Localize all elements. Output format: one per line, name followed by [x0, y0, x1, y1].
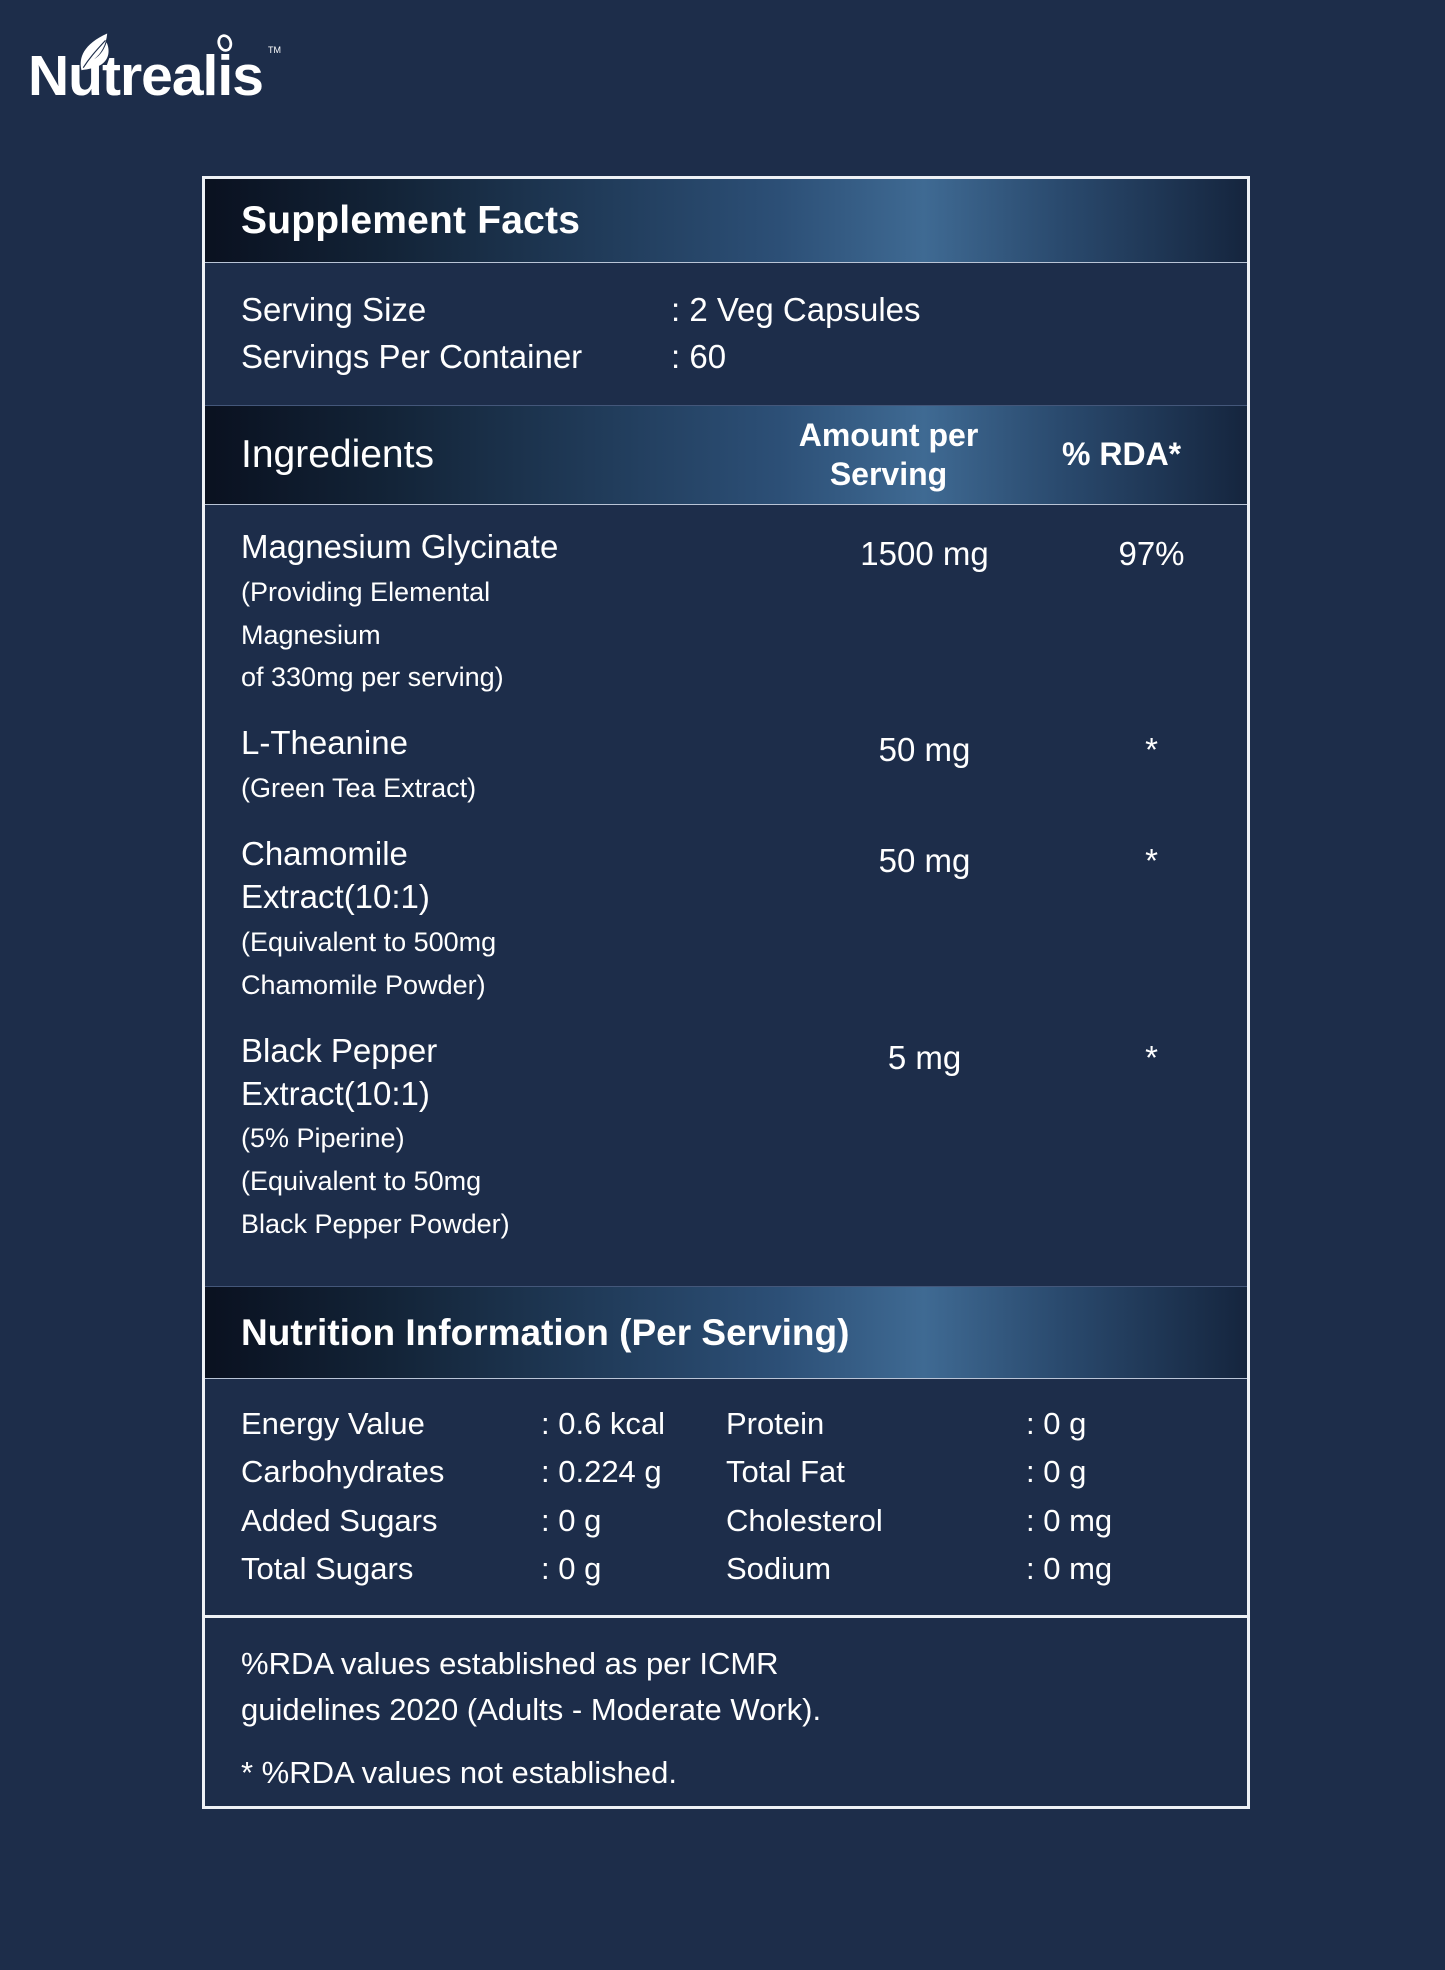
svg-text:Nutrealis: Nutrealis — [28, 44, 263, 108]
svg-text:TM: TM — [268, 45, 281, 55]
